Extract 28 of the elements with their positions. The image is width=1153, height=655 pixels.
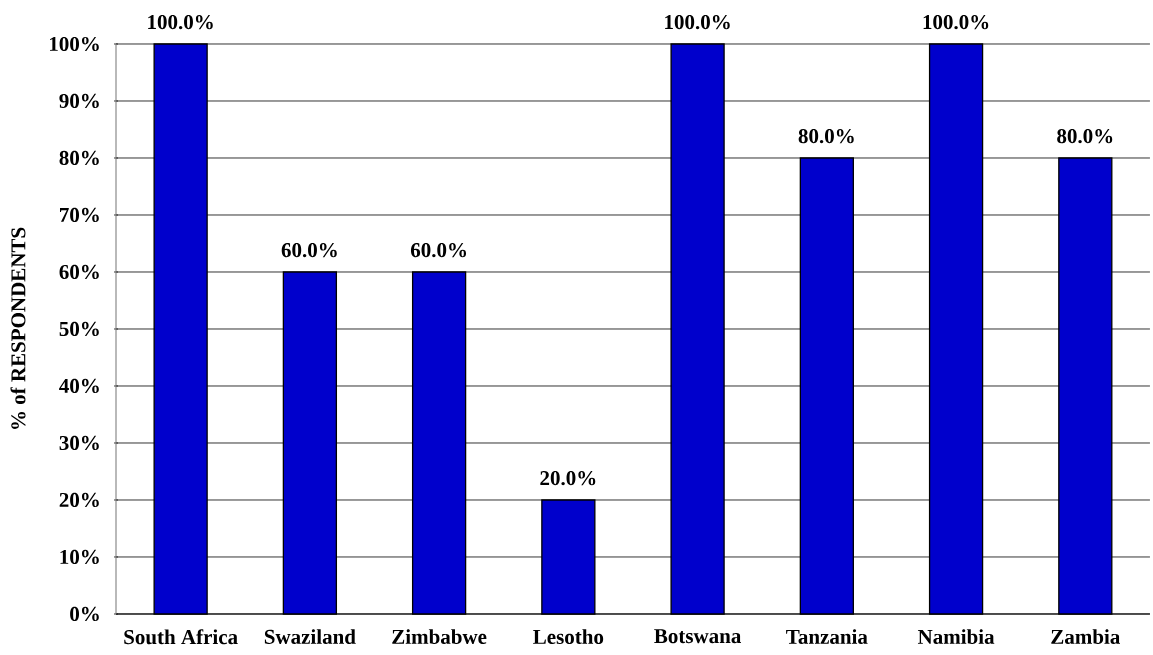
y-tick-label: 60%: [59, 264, 99, 280]
x-tick-label: Tanzania: [786, 629, 868, 644]
data-label: 80.0%: [1057, 129, 1113, 144]
y-tick-label: 20%: [59, 492, 99, 508]
y-tick-label: 30%: [59, 435, 99, 451]
data-label: 60.0%: [281, 243, 337, 258]
x-tick-label: Swaziland: [264, 629, 356, 644]
data-label: 20.0%: [540, 471, 596, 486]
y-tick-label: 90%: [59, 93, 99, 109]
x-tick-label: Lesotho: [533, 629, 604, 644]
y-tick-label: 10%: [60, 549, 99, 565]
y-tick-label: 80%: [59, 150, 99, 166]
y-tick-label: 50%: [59, 321, 99, 337]
data-label: 80.0%: [798, 129, 854, 144]
x-tick-label: Botswana: [654, 629, 742, 644]
y-tick-label: 100%: [49, 36, 99, 52]
y-tick-label: 0%: [70, 606, 99, 622]
data-label: 100.0%: [148, 15, 213, 30]
x-tick-label: Namibia: [917, 629, 995, 644]
data-label: 100.0%: [923, 15, 989, 30]
y-tick-label: 70%: [60, 207, 99, 223]
x-tick-label: South Africa: [124, 629, 238, 645]
data-label: 60.0%: [410, 243, 467, 258]
data-label: 100.0%: [665, 15, 730, 30]
x-tick-label: Zambia: [1051, 629, 1120, 644]
y-axis-title: % of RESPONDENTS: [10, 227, 26, 429]
y-tick-label: 40%: [59, 378, 99, 394]
x-tick-label: Zimbabwe: [392, 629, 487, 644]
